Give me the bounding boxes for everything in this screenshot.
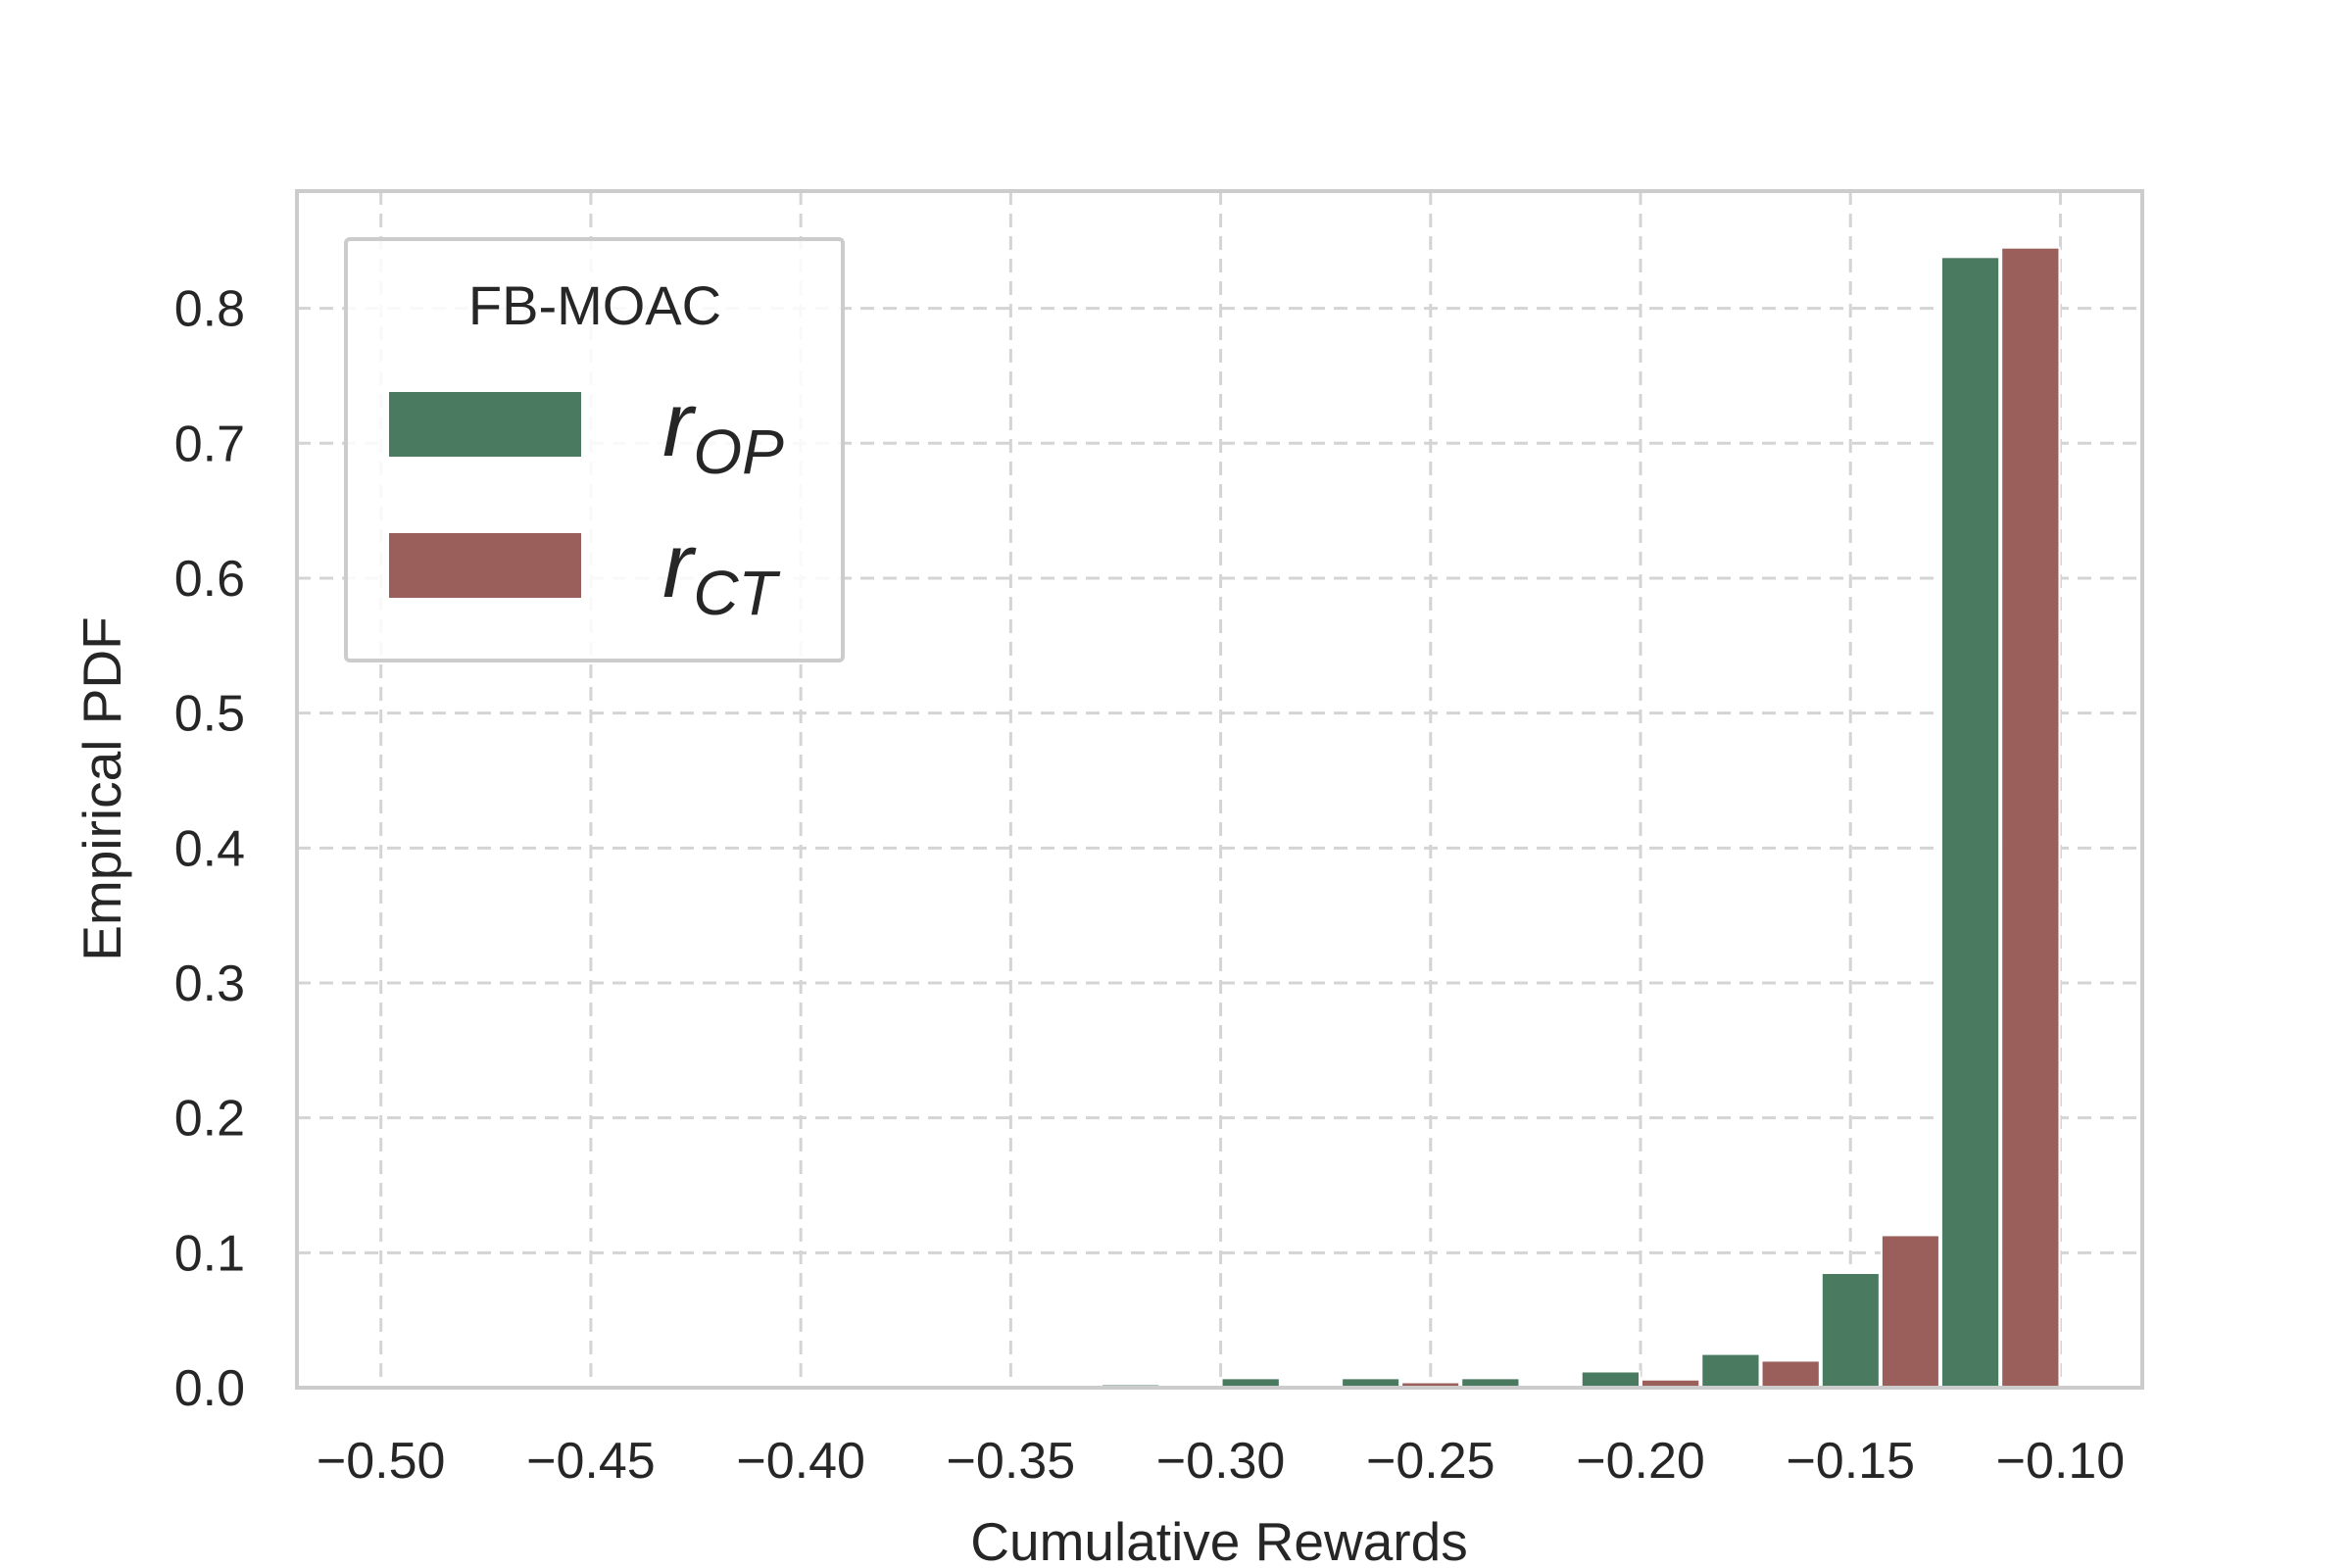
y-tick-label: 0.0 — [174, 1360, 245, 1417]
bar-r-op — [1820, 1271, 1881, 1390]
x-axis-label: Cumulative Rewards — [970, 1511, 1467, 1568]
legend: FB-MOAC rOP rCT — [344, 237, 845, 662]
bar-r-op — [1939, 256, 2001, 1389]
x-tick-label: −0.15 — [1786, 1433, 1915, 1490]
plot-frame — [295, 189, 2144, 1390]
legend-label-r-ct: rCT — [662, 514, 781, 628]
histogram-bars — [1101, 246, 2061, 1390]
x-tick-label: −0.40 — [736, 1433, 865, 1490]
y-tick-label: 0.1 — [174, 1225, 245, 1282]
legend-title: FB-MOAC — [468, 274, 721, 336]
x-tick-label: −0.30 — [1156, 1433, 1286, 1490]
bar-r-op — [1700, 1352, 1761, 1390]
bar-r-ct — [1880, 1234, 1940, 1389]
legend-label-r-op: rOP — [662, 372, 784, 487]
y-tick-label: 0.4 — [174, 820, 245, 877]
x-tick-label: −0.25 — [1366, 1433, 1495, 1490]
x-tick-label: −0.20 — [1576, 1433, 1705, 1490]
y-tick-label: 0.7 — [174, 416, 245, 472]
bar-r-op — [1580, 1370, 1642, 1389]
legend-label-r-ct-sub: CT — [693, 558, 780, 628]
y-tick-label: 0.3 — [174, 956, 245, 1012]
legend-label-r-op-main: r — [662, 372, 697, 475]
x-tick-label: −0.45 — [526, 1433, 656, 1490]
bar-r-ct — [1760, 1359, 1821, 1390]
x-tick-labels: −0.50 −0.45 −0.40 −0.35 −0.30 −0.25 −0.20 −0.15… — [317, 1433, 2125, 1490]
legend-label-r-ct-main: r — [662, 514, 697, 616]
x-tick-label: −0.35 — [947, 1433, 1076, 1490]
y-tick-labels: 0.0 0.1 0.2 0.3 0.4 0.5 0.6 0.7 0.8 — [174, 281, 245, 1417]
y-tick-label: 0.6 — [174, 551, 245, 608]
y-tick-label: 0.2 — [174, 1091, 245, 1148]
x-tick-label: −0.50 — [317, 1433, 446, 1490]
legend-swatch-r-ct — [387, 531, 583, 600]
y-tick-label: 0.5 — [174, 686, 245, 743]
legend-swatch-r-op — [387, 390, 583, 459]
y-axis-label: Empirical PDF — [72, 616, 132, 960]
bar-r-ct — [2000, 246, 2061, 1389]
x-tick-label: −0.10 — [1996, 1433, 2126, 1490]
legend-label-r-op-sub: OP — [693, 416, 784, 487]
y-tick-label: 0.8 — [174, 281, 245, 338]
